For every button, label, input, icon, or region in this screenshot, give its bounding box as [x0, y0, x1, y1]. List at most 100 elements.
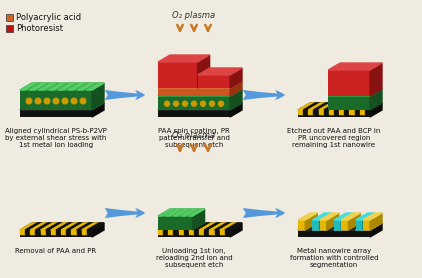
- Polygon shape: [298, 103, 382, 110]
- Polygon shape: [49, 83, 65, 90]
- Circle shape: [192, 101, 197, 106]
- Polygon shape: [298, 223, 317, 230]
- Polygon shape: [349, 110, 354, 114]
- Polygon shape: [158, 103, 242, 110]
- Polygon shape: [163, 230, 168, 234]
- Polygon shape: [370, 223, 382, 237]
- Polygon shape: [46, 230, 51, 234]
- Circle shape: [62, 98, 68, 104]
- Polygon shape: [344, 103, 361, 110]
- Polygon shape: [319, 220, 327, 230]
- Polygon shape: [214, 230, 220, 234]
- Polygon shape: [363, 223, 382, 230]
- Polygon shape: [87, 230, 92, 234]
- Polygon shape: [314, 103, 330, 110]
- Polygon shape: [197, 55, 210, 88]
- Polygon shape: [66, 223, 84, 230]
- Polygon shape: [20, 103, 104, 110]
- Polygon shape: [354, 103, 372, 110]
- Polygon shape: [324, 103, 341, 110]
- Polygon shape: [184, 223, 201, 230]
- Polygon shape: [20, 230, 25, 234]
- Text: Unloading 1st ion,
reloading 2nd ion and
subsequent etch: Unloading 1st ion, reloading 2nd ion and…: [156, 248, 233, 268]
- Polygon shape: [220, 230, 225, 234]
- Circle shape: [209, 101, 214, 106]
- Polygon shape: [166, 209, 181, 216]
- Polygon shape: [20, 110, 92, 117]
- Polygon shape: [158, 55, 210, 62]
- Polygon shape: [189, 209, 205, 216]
- Polygon shape: [35, 230, 41, 234]
- Circle shape: [71, 98, 77, 104]
- Polygon shape: [179, 230, 184, 234]
- Polygon shape: [339, 110, 344, 114]
- Polygon shape: [173, 230, 179, 234]
- Polygon shape: [30, 83, 46, 90]
- Polygon shape: [319, 110, 324, 114]
- Polygon shape: [76, 223, 94, 230]
- Polygon shape: [363, 213, 382, 220]
- Polygon shape: [163, 223, 180, 230]
- Polygon shape: [312, 223, 332, 230]
- Polygon shape: [189, 223, 206, 230]
- Polygon shape: [298, 213, 317, 220]
- Polygon shape: [328, 70, 370, 96]
- Polygon shape: [181, 209, 197, 216]
- Text: O₂ plasma: O₂ plasma: [173, 11, 216, 20]
- Polygon shape: [329, 103, 346, 110]
- Polygon shape: [199, 230, 204, 234]
- Polygon shape: [197, 75, 230, 88]
- Polygon shape: [328, 96, 370, 110]
- Polygon shape: [354, 110, 360, 114]
- Polygon shape: [204, 230, 209, 234]
- Polygon shape: [76, 230, 82, 234]
- Polygon shape: [298, 110, 370, 117]
- Polygon shape: [78, 83, 95, 90]
- Polygon shape: [230, 223, 242, 237]
- Polygon shape: [184, 230, 189, 234]
- Polygon shape: [158, 96, 230, 110]
- Polygon shape: [158, 88, 230, 96]
- Polygon shape: [303, 103, 320, 110]
- Polygon shape: [58, 83, 75, 90]
- Polygon shape: [51, 230, 56, 234]
- Polygon shape: [173, 223, 191, 230]
- Polygon shape: [360, 103, 377, 110]
- Polygon shape: [370, 63, 382, 96]
- Circle shape: [165, 101, 170, 106]
- Polygon shape: [365, 110, 370, 114]
- Polygon shape: [220, 223, 237, 230]
- Polygon shape: [179, 223, 196, 230]
- Polygon shape: [334, 213, 353, 220]
- Polygon shape: [82, 223, 99, 230]
- Polygon shape: [204, 223, 222, 230]
- Polygon shape: [209, 223, 227, 230]
- Polygon shape: [298, 223, 382, 230]
- Polygon shape: [56, 223, 73, 230]
- Polygon shape: [341, 220, 349, 230]
- Polygon shape: [349, 213, 360, 230]
- Polygon shape: [158, 209, 174, 216]
- Polygon shape: [312, 220, 319, 230]
- Polygon shape: [341, 213, 360, 220]
- Polygon shape: [35, 223, 53, 230]
- Polygon shape: [20, 90, 92, 110]
- Polygon shape: [39, 83, 56, 90]
- Polygon shape: [51, 223, 68, 230]
- Polygon shape: [339, 103, 356, 110]
- Polygon shape: [308, 103, 325, 110]
- Polygon shape: [230, 103, 242, 117]
- Circle shape: [26, 98, 32, 104]
- Polygon shape: [25, 223, 42, 230]
- Polygon shape: [360, 110, 365, 114]
- Polygon shape: [305, 223, 325, 230]
- Polygon shape: [30, 230, 35, 234]
- Polygon shape: [20, 83, 37, 90]
- Bar: [6, 14, 13, 21]
- Polygon shape: [158, 209, 205, 216]
- Circle shape: [200, 101, 206, 106]
- Text: Removal of PAA and PR: Removal of PAA and PR: [16, 248, 97, 254]
- Polygon shape: [158, 62, 197, 88]
- Polygon shape: [319, 213, 339, 220]
- Polygon shape: [41, 230, 46, 234]
